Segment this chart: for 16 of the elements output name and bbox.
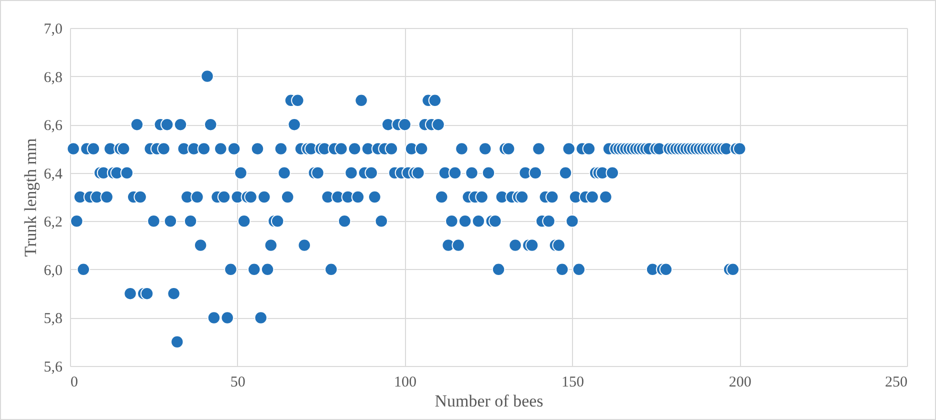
y-tick-label: 6,8 xyxy=(44,70,62,86)
y-axis-title: Trunk length mm xyxy=(20,138,40,257)
x-tick-label: 50 xyxy=(230,374,246,390)
x-tick-label: 100 xyxy=(394,374,417,390)
x-tick-label: 150 xyxy=(561,374,584,390)
x-axis-title: Number of bees xyxy=(434,392,544,410)
y-tick-label: 6,0 xyxy=(44,262,62,279)
y-tick-label: 6,2 xyxy=(44,214,62,231)
y-tick-label: 5,6 xyxy=(44,360,63,376)
y-tick-label: 6,6 xyxy=(44,118,63,134)
y-tick-label: 7,0 xyxy=(44,22,62,38)
x-tick-label: 250 xyxy=(885,374,908,390)
x-tick-label: 200 xyxy=(728,374,752,390)
y-tick-label: 5,8 xyxy=(44,311,62,328)
x-tick-label: 0 xyxy=(70,374,78,390)
y-tick-label: 6,4 xyxy=(44,166,63,182)
